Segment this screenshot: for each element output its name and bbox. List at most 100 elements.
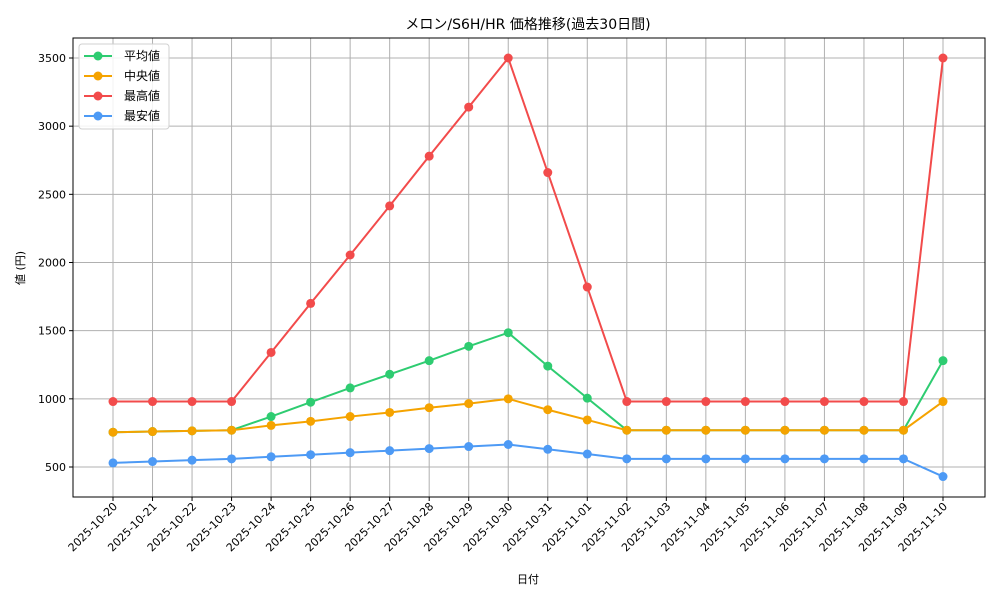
- legend-marker-icon: [93, 91, 103, 101]
- data-point: [898, 397, 908, 407]
- legend-item: 最高値: [84, 88, 160, 103]
- y-tick-label: 3500: [38, 52, 66, 65]
- data-point: [859, 425, 869, 435]
- data-point: [701, 425, 711, 435]
- data-point: [740, 425, 750, 435]
- legend-label: 最高値: [124, 88, 160, 103]
- x-axis-label: 日付: [517, 573, 539, 586]
- data-point: [819, 397, 829, 407]
- data-point: [424, 444, 434, 454]
- data-point: [148, 457, 158, 467]
- data-point: [108, 458, 118, 468]
- y-tick-label: 1000: [38, 393, 66, 406]
- data-point: [266, 412, 276, 422]
- legend-marker-icon: [93, 51, 103, 61]
- legend-label: 中央値: [124, 68, 160, 83]
- legend-label: 最安値: [124, 108, 160, 123]
- series-中央値: [108, 394, 948, 437]
- series-line: [112, 397, 944, 434]
- data-point: [108, 397, 118, 407]
- data-point: [938, 397, 948, 407]
- y-axis-ticks: 500 1000 1500 2000 2500 3000 3500: [38, 52, 73, 474]
- data-point: [938, 53, 948, 63]
- data-point: [701, 454, 711, 464]
- data-point: [543, 361, 553, 371]
- data-point: [819, 425, 829, 435]
- data-point: [345, 448, 355, 458]
- data-point: [424, 151, 434, 161]
- data-point: [859, 397, 869, 407]
- plot-area-frame: [72, 37, 986, 498]
- series-平均値: [108, 328, 948, 437]
- legend-item: 最安値: [84, 108, 160, 123]
- series-最安値: [108, 440, 948, 482]
- legend-label: 平均値: [124, 48, 160, 63]
- legend-item: 平均値: [84, 48, 160, 63]
- data-point: [108, 427, 118, 437]
- data-point: [503, 394, 513, 404]
- chart-title: メロン/S6H/HR 価格推移(過去30日間): [405, 17, 650, 33]
- data-point: [582, 393, 592, 403]
- data-point: [661, 454, 671, 464]
- data-point: [661, 397, 671, 407]
- legend-marker-icon: [93, 71, 103, 81]
- data-point: [424, 403, 434, 413]
- data-point: [266, 420, 276, 430]
- data-point: [582, 282, 592, 292]
- series-line: [113, 55, 944, 403]
- data-point: [464, 442, 474, 452]
- series-layer: [108, 53, 948, 482]
- data-point: [503, 328, 513, 338]
- y-tick-label: 2000: [38, 257, 66, 270]
- data-point: [424, 356, 434, 366]
- y-tick-label: 3000: [38, 120, 66, 133]
- data-point: [780, 454, 790, 464]
- y-tick-label: 500: [45, 461, 66, 474]
- data-point: [306, 397, 316, 407]
- data-point: [227, 454, 237, 464]
- data-point: [464, 102, 474, 112]
- data-point: [148, 427, 158, 437]
- legend-item: 中央値: [84, 68, 160, 83]
- legend-box: [78, 43, 170, 130]
- data-point: [187, 397, 197, 407]
- data-point: [266, 347, 276, 357]
- data-point: [306, 450, 316, 460]
- x-axis-ticks: 2025-10-202025-10-212025-10-222025-10-23…: [66, 497, 950, 554]
- data-point: [622, 454, 632, 464]
- data-point: [345, 412, 355, 422]
- data-point: [187, 455, 197, 465]
- grid-lines: [73, 38, 985, 497]
- y-tick-label: 2500: [38, 188, 66, 201]
- data-point: [622, 425, 632, 435]
- data-point: [938, 472, 948, 482]
- data-point: [187, 426, 197, 436]
- data-point: [385, 369, 395, 379]
- data-point: [740, 454, 750, 464]
- data-point: [266, 452, 276, 462]
- data-point: [385, 407, 395, 417]
- y-axis-label: 値 (円): [14, 251, 27, 285]
- legend-marker-icon: [93, 111, 103, 121]
- data-point: [503, 53, 513, 63]
- data-point: [227, 425, 237, 435]
- data-point: [503, 440, 513, 450]
- data-point: [780, 397, 790, 407]
- data-point: [701, 397, 711, 407]
- data-point: [306, 416, 316, 426]
- data-point: [582, 449, 592, 459]
- data-point: [227, 397, 237, 407]
- data-point: [780, 425, 790, 435]
- series-line: [112, 443, 944, 478]
- data-point: [582, 415, 592, 425]
- data-point: [345, 383, 355, 393]
- series-line: [112, 331, 944, 434]
- data-point: [938, 356, 948, 366]
- data-point: [464, 341, 474, 351]
- data-point: [385, 446, 395, 456]
- data-point: [622, 397, 632, 407]
- data-point: [543, 168, 553, 178]
- data-point: [898, 425, 908, 435]
